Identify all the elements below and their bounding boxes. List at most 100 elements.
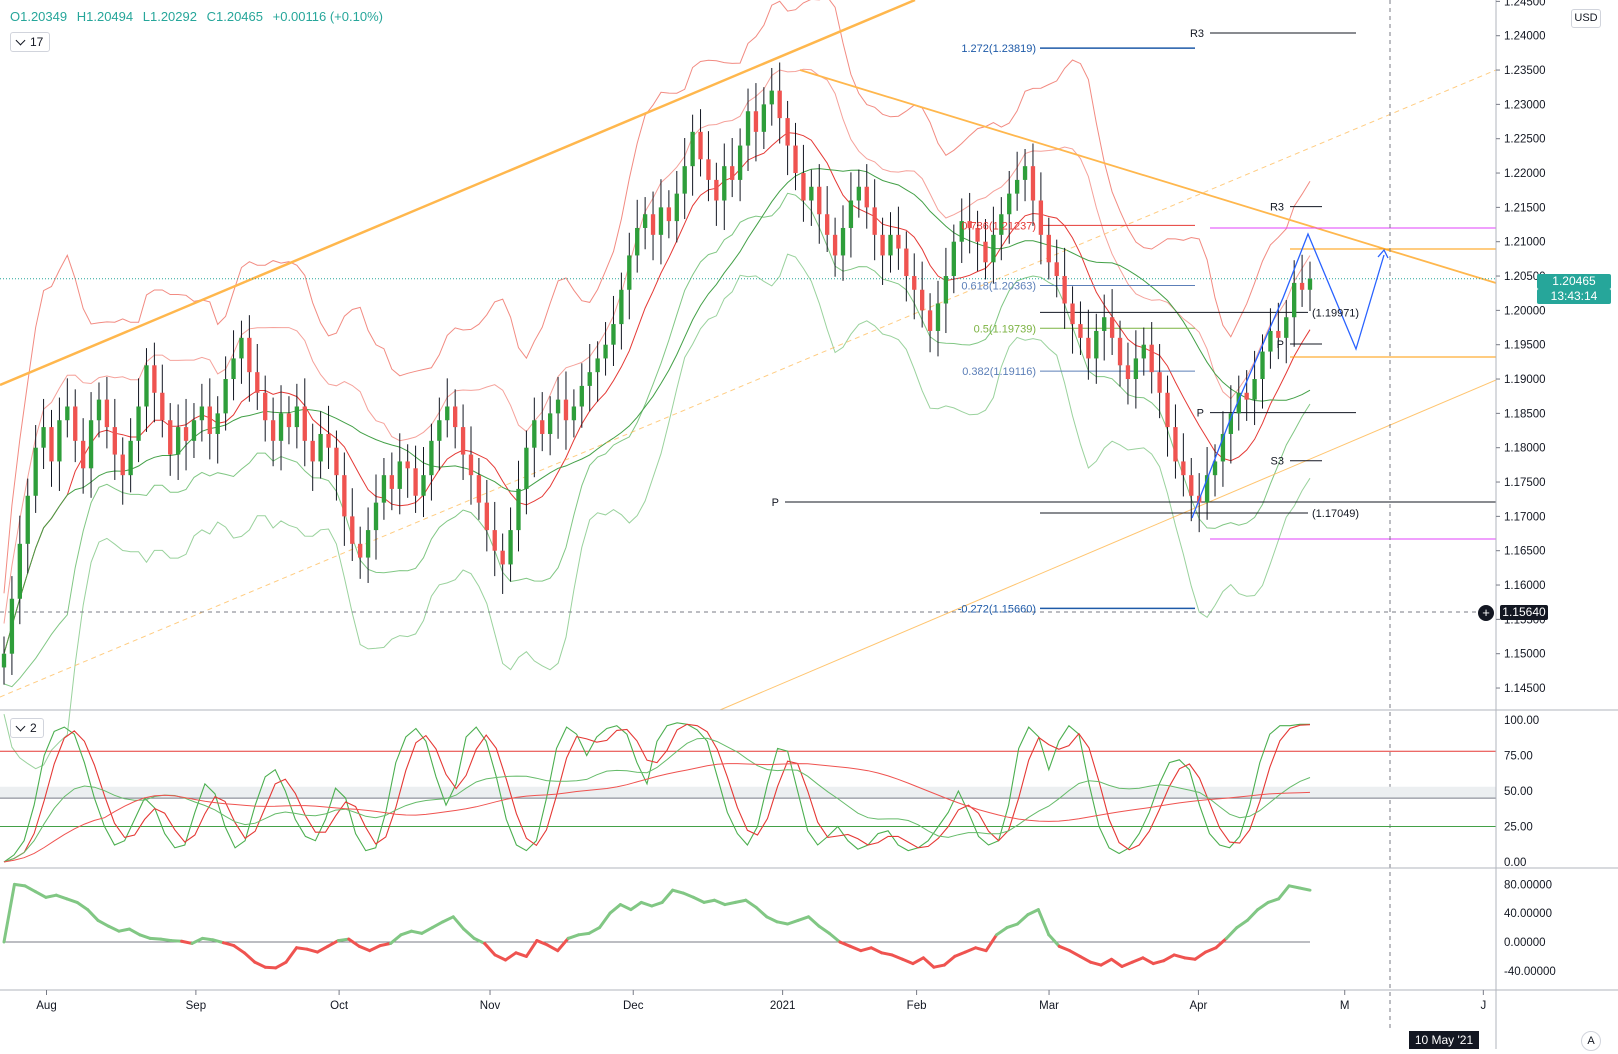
- currency-button[interactable]: USD: [1571, 9, 1601, 28]
- candle-body: [753, 111, 759, 132]
- candle-body: [769, 90, 774, 105]
- candle-body: [326, 433, 331, 448]
- projection-arrowhead: [1377, 248, 1389, 259]
- candle-body: [547, 413, 553, 434]
- candle-body: [445, 406, 450, 421]
- high-value: H1.20494: [76, 9, 134, 24]
- time-tick-label: Aug: [36, 1000, 56, 1012]
- oscillator-pane-count: 2: [30, 721, 37, 735]
- candle-body: [80, 440, 86, 469]
- candle-body: [927, 310, 933, 331]
- candle-body: [1054, 262, 1059, 277]
- candle-body: [389, 475, 395, 489]
- momentum-segment: [1099, 957, 1113, 967]
- candle-body: [635, 227, 640, 256]
- momentum-segment: [284, 946, 299, 964]
- momentum-segment: [148, 936, 163, 941]
- candle-body: [1307, 278, 1313, 290]
- price-tick-label: 1.24500: [1504, 0, 1546, 8]
- momentum-segment: [295, 946, 309, 951]
- momentum-segment: [23, 884, 37, 894]
- candle-body: [809, 186, 814, 201]
- main-pane-toggle[interactable]: 17: [10, 32, 51, 52]
- candle-body: [991, 234, 996, 263]
- momentum-pane: [2, 882, 1312, 970]
- price-tick-label: 1.22500: [1504, 134, 1546, 146]
- momentum-tick-label: 80.00000: [1504, 879, 1552, 891]
- momentum-segment: [1162, 953, 1176, 963]
- momentum-segment: [1068, 949, 1082, 958]
- candle-body: [175, 427, 181, 455]
- candle-body: [476, 475, 482, 503]
- candle-body: [706, 159, 711, 180]
- fib-level-label: 0.5(1.19739): [974, 323, 1036, 335]
- candle-body: [57, 420, 62, 462]
- momentum-segment: [671, 888, 685, 895]
- pivot-label: P: [1197, 408, 1204, 420]
- momentum-segment: [901, 957, 915, 966]
- candle-body: [666, 207, 672, 222]
- candle-body: [73, 406, 78, 441]
- candle-body: [1260, 351, 1265, 380]
- candle-body: [571, 406, 577, 421]
- candle-body: [943, 276, 949, 304]
- candle-body: [1007, 193, 1012, 215]
- candle-body: [975, 227, 980, 242]
- projection-line: [1191, 232, 1385, 519]
- price-tick-label: 1.17000: [1504, 511, 1546, 523]
- add-alert-icon[interactable]: +: [1478, 605, 1494, 621]
- candle-body: [1157, 372, 1162, 393]
- momentum-segment: [127, 927, 142, 937]
- momentum-segment: [817, 924, 831, 935]
- trend-lines: [0, 0, 1497, 711]
- auto-scale-button[interactable]: A: [1581, 1031, 1601, 1051]
- candle-body: [1284, 317, 1289, 338]
- candle-body: [1212, 461, 1218, 476]
- momentum-segment: [1109, 957, 1124, 968]
- momentum-segment: [942, 954, 957, 967]
- fib-level-label: 0.786(1.21237): [961, 220, 1036, 232]
- candle-body: [516, 488, 521, 531]
- candle-body: [381, 475, 387, 503]
- momentum-segment: [953, 950, 967, 958]
- momentum-segment: [190, 936, 205, 945]
- time-tick-label: M: [1340, 1000, 1350, 1012]
- momentum-segment: [629, 900, 643, 912]
- candle-body: [888, 234, 893, 256]
- candle-body: [215, 413, 220, 434]
- momentum-segment: [1298, 886, 1312, 892]
- crosshair-price-tag: 1.15640: [1500, 605, 1548, 620]
- chevron-down-icon: [15, 721, 26, 731]
- momentum-segment: [880, 951, 894, 957]
- momentum-segment: [169, 939, 184, 943]
- momentum-segment: [744, 898, 758, 909]
- oscillator-pane-toggle[interactable]: 2: [10, 718, 44, 738]
- candle-body: [1102, 317, 1107, 331]
- candle-body: [611, 324, 616, 345]
- candle-body: [96, 399, 102, 421]
- candle-body: [650, 214, 656, 235]
- candle-body: [1292, 282, 1297, 318]
- momentum-segment: [462, 927, 476, 940]
- low-value: L1.20292: [142, 9, 197, 24]
- candle-body: [856, 186, 861, 201]
- momentum-segment: [775, 920, 790, 926]
- candle-body: [263, 392, 268, 421]
- momentum-segment: [117, 927, 131, 933]
- time-tick-label: Feb: [907, 1000, 927, 1012]
- time-tick-label: Nov: [480, 1000, 501, 1012]
- candle-body: [41, 427, 46, 448]
- momentum-segment: [587, 926, 602, 935]
- pivot-label: R3: [1270, 202, 1284, 214]
- momentum-segment: [201, 936, 215, 942]
- candle-body: [270, 420, 276, 441]
- price-tick-label: 1.20000: [1504, 305, 1546, 317]
- price-tick-label: 1.21000: [1504, 237, 1546, 249]
- momentum-segment: [389, 933, 403, 945]
- momentum-segment: [712, 898, 727, 907]
- momentum-segment: [44, 893, 58, 899]
- momentum-segment: [932, 963, 946, 969]
- momentum-segment: [608, 903, 622, 915]
